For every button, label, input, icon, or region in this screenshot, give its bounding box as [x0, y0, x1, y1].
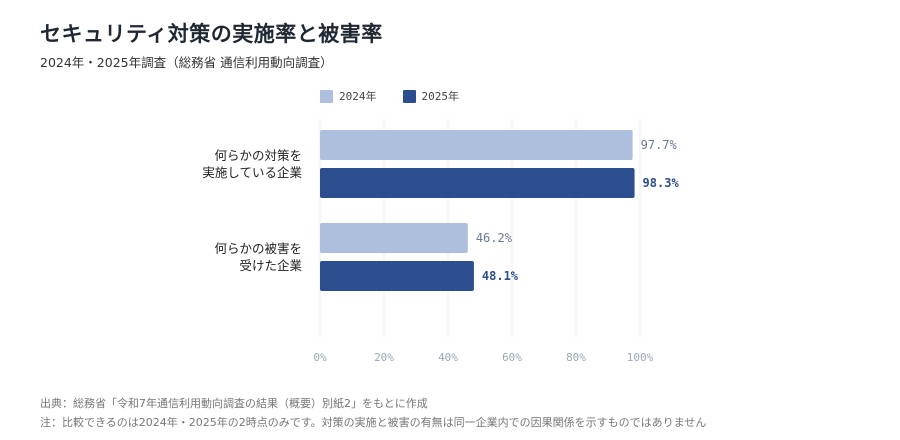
- x-tick-label-20: 20%: [374, 351, 394, 364]
- legend-label-2024: 2024年: [339, 90, 377, 103]
- x-tick-label-80: 80%: [566, 351, 586, 364]
- x-tick-label-40: 40%: [438, 351, 458, 364]
- legend-item-2024: 2024年: [320, 88, 377, 104]
- data-label-1-series-0: 46.2%: [476, 231, 513, 245]
- legend-label-2025: 2025年: [421, 90, 460, 103]
- x-tick-label-0: 0%: [313, 351, 327, 364]
- chart-subtitle: 2024年・2025年調査（総務省 通信利用動向調査）: [40, 55, 333, 70]
- bar-0-series-0: [320, 130, 633, 160]
- category-label-1-line-1: 受けた企業: [239, 258, 302, 273]
- data-label-1-series-1: 48.1%: [482, 269, 519, 283]
- legend: 2024年 2025年: [320, 88, 459, 104]
- data-label-0-series-1: 98.3%: [643, 176, 680, 190]
- bar-0-series-1: [320, 168, 635, 198]
- chart-title: セキュリティ対策の実施率と被害率: [40, 22, 383, 46]
- x-tick-label-100: 100%: [627, 351, 654, 364]
- category-label-0-line-0: 何らかの対策を: [214, 148, 302, 163]
- category-label-1-line-0: 何らかの被害を: [214, 241, 302, 256]
- legend-item-2025: 2025年: [402, 88, 460, 104]
- bar-1-series-0: [320, 223, 468, 253]
- comparison-note: 注：比較できるのは2024年・2025年の2時点のみです。対策の実施と被害の有無…: [40, 416, 707, 429]
- bar-1-series-1: [320, 261, 474, 291]
- data-label-0-series-0: 97.7%: [641, 138, 678, 152]
- legend-swatch-2025: [402, 89, 416, 103]
- category-label-0-line-1: 実施している企業: [202, 165, 302, 180]
- x-tick-label-60: 60%: [502, 351, 522, 364]
- source-note: 出典：総務省「令和7年通信利用動向調査の結果（概要）別紙2」をもとに作成: [40, 397, 428, 410]
- legend-swatch-2024: [320, 89, 333, 103]
